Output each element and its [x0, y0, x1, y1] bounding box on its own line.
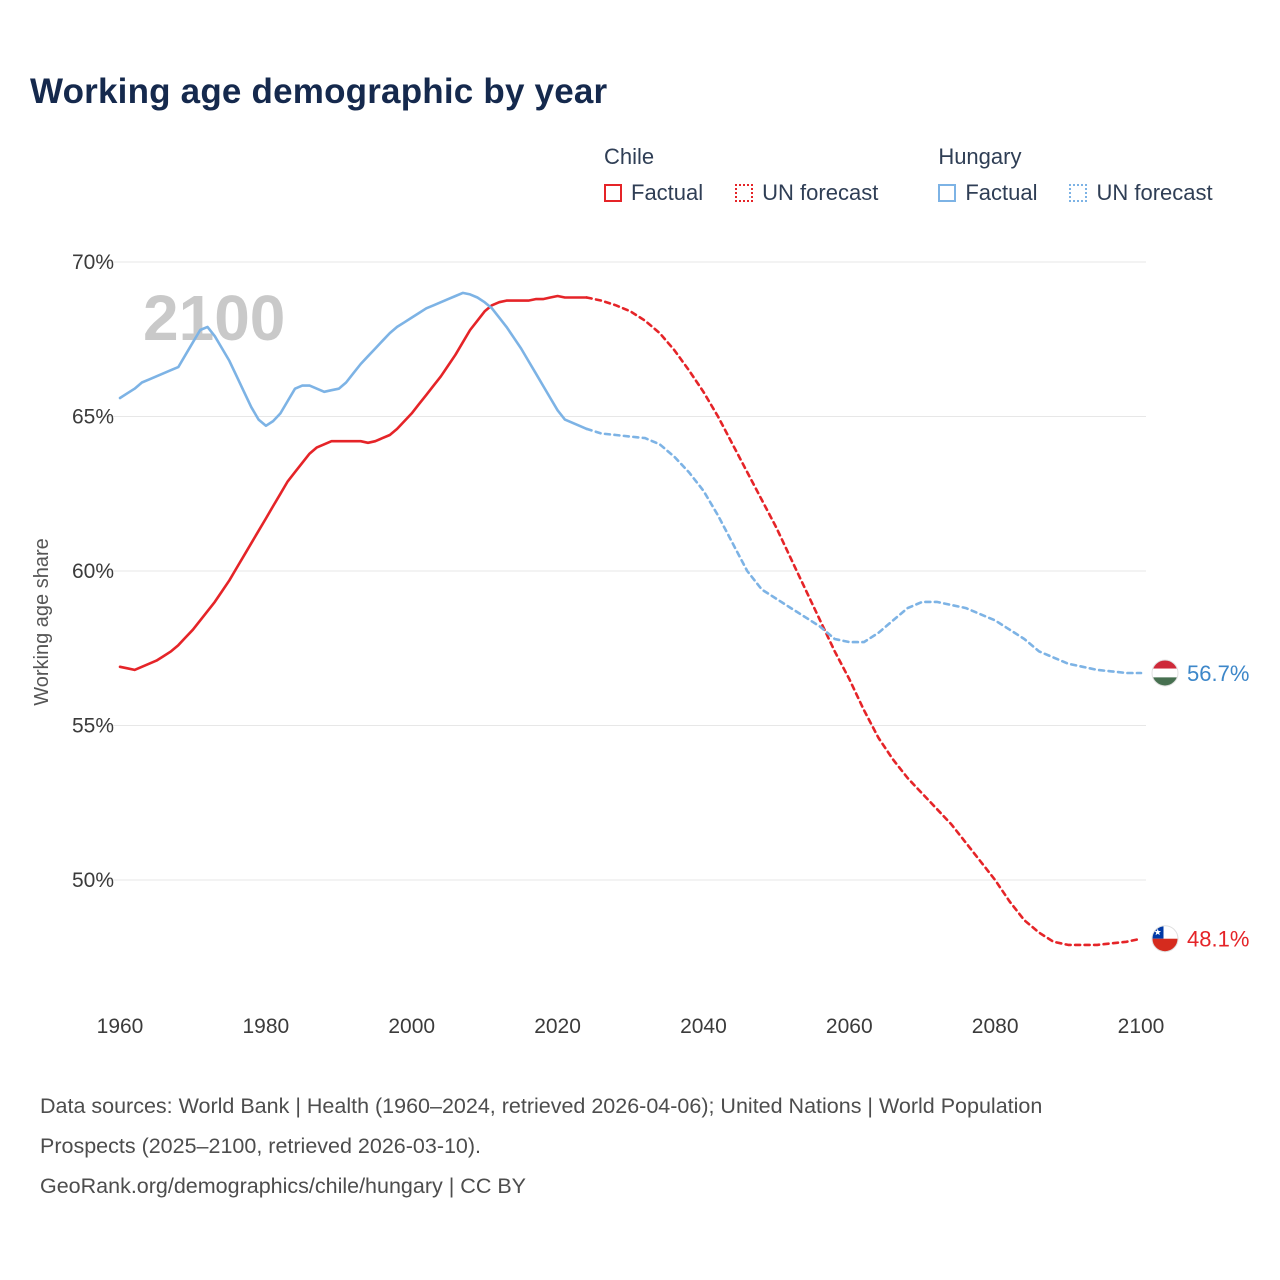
legend-label: UN forecast	[762, 180, 879, 205]
line-chart: 50% 55% 60% 65% 70% 2100 1960 1980 2000 2020 2040 2…	[31, 251, 1249, 1038]
y-axis-title: Working age share	[31, 538, 53, 706]
series-hungary-forecast-line	[585, 427, 1143, 675]
legend-group-chile: Chile Factual UN forecast	[604, 144, 878, 206]
x-tick-label: 2060	[826, 1015, 873, 1038]
chile-end-value: 48.1%	[1187, 927, 1249, 952]
x-tick-label: 2100	[1118, 1015, 1165, 1038]
x-tick-label: 2000	[388, 1015, 435, 1038]
y-tick-label: 60%	[72, 560, 114, 583]
chile-factual-swatch-icon	[604, 184, 622, 202]
hungary-end-value: 56.7%	[1187, 661, 1249, 686]
x-tick-label: 1960	[97, 1015, 144, 1038]
x-tick-label: 2020	[534, 1015, 581, 1038]
attribution-link[interactable]: GeoRank.org/demographics/chile/hungary |…	[40, 1174, 526, 1198]
legend-items-chile: Factual UN forecast	[604, 180, 878, 206]
legend-group-hungary: Hungary Factual UN forecast	[938, 144, 1213, 206]
legend-item-hungary-factual[interactable]: Factual	[938, 180, 1037, 206]
hungary-forecast-swatch-icon	[1069, 184, 1088, 202]
y-tick-label: 70%	[72, 251, 114, 274]
legend-items-hungary: Factual UN forecast	[938, 180, 1213, 206]
x-tick-label: 2040	[680, 1015, 727, 1038]
hungary-factual-swatch-icon	[938, 184, 957, 202]
legend-label: UN forecast	[1096, 180, 1213, 205]
hungary-flag-icon	[1151, 659, 1179, 687]
legend: Chile Factual UN forecast Hungary Factua…	[604, 144, 1213, 206]
legend-item-chile-forecast[interactable]: UN forecast	[735, 180, 878, 206]
series-chile-forecast-line	[585, 296, 1143, 947]
x-tick-label: 1980	[242, 1015, 289, 1038]
chile-flag-icon	[1151, 925, 1179, 953]
series-chile-factual-line	[118, 294, 588, 672]
y-tick-label: 50%	[72, 869, 114, 892]
watermark-year: 2100	[143, 282, 285, 354]
legend-country-hungary: Hungary	[938, 144, 1022, 169]
data-sources-text: Data sources: World Bank | Health (1960–…	[40, 1094, 1043, 1158]
legend-label: Factual	[631, 180, 704, 205]
series-hungary-factual-line	[118, 291, 588, 431]
legend-country-chile: Chile	[604, 144, 655, 169]
legend-label: Factual	[965, 180, 1038, 205]
chile-forecast-swatch-icon	[735, 184, 754, 202]
y-tick-label: 55%	[72, 715, 114, 738]
data-sources-footer: Data sources: World Bank | Health (1960–…	[40, 1086, 1140, 1206]
x-tick-label: 2080	[972, 1015, 1019, 1038]
y-tick-label: 65%	[72, 406, 114, 429]
legend-item-chile-factual[interactable]: Factual	[604, 180, 703, 206]
page-title: Working age demographic by year	[30, 72, 608, 111]
legend-item-hungary-forecast[interactable]: UN forecast	[1069, 180, 1213, 206]
